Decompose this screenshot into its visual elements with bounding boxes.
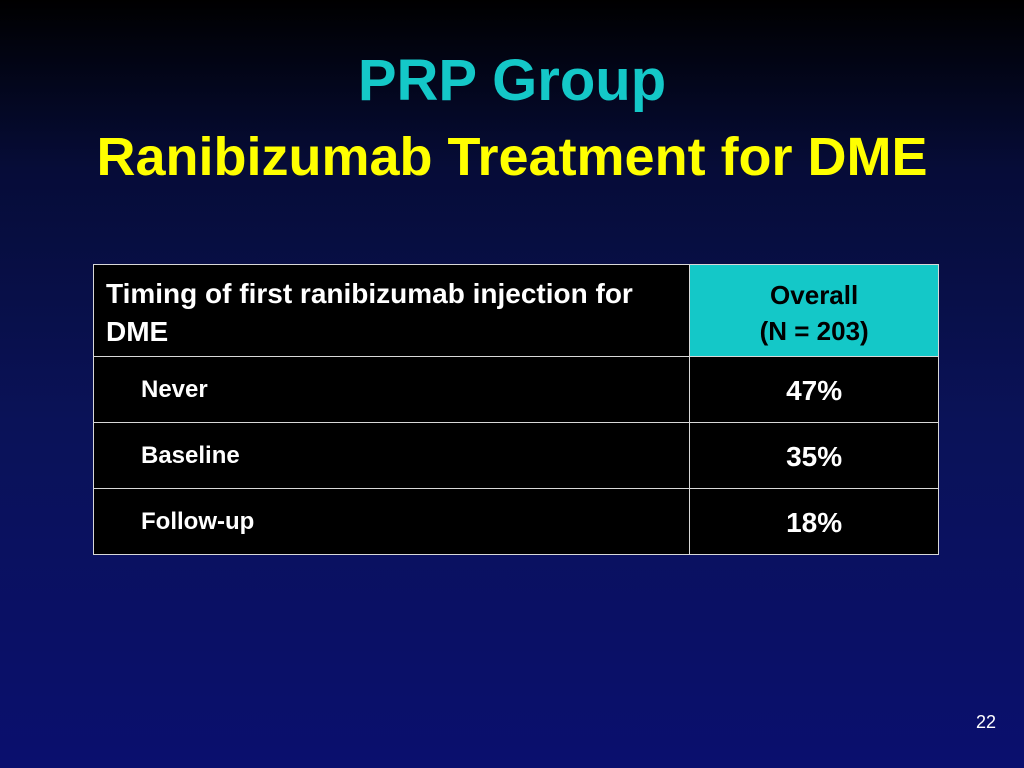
page-number: 22 [975,712,997,732]
row-label-baseline: Baseline [92,422,691,489]
row-value-never: 47% [689,356,939,423]
header-overall-label: Overall [770,280,859,310]
header-overall-cell: Overall (N = 203) [689,264,939,357]
table-row: Never 47% [92,356,939,423]
slide-subtitle: Ranibizumab Treatment for DME [96,127,928,187]
results-table: Timing of first ranibizumab injection fo… [92,264,939,555]
table-header-row: Timing of first ranibizumab injection fo… [92,264,939,357]
table-row: Follow-up 18% [92,488,939,555]
header-sample-size: (N = 203) [759,316,869,346]
row-label-follow-up: Follow-up [92,488,691,555]
header-timing-label: Timing of first ranibizumab injection fo… [92,264,691,357]
row-value-baseline: 35% [689,422,939,489]
row-label-never: Never [92,356,691,423]
table-row: Baseline 35% [92,422,939,489]
row-value-follow-up: 18% [689,488,939,555]
slide-title: PRP Group [357,48,667,113]
